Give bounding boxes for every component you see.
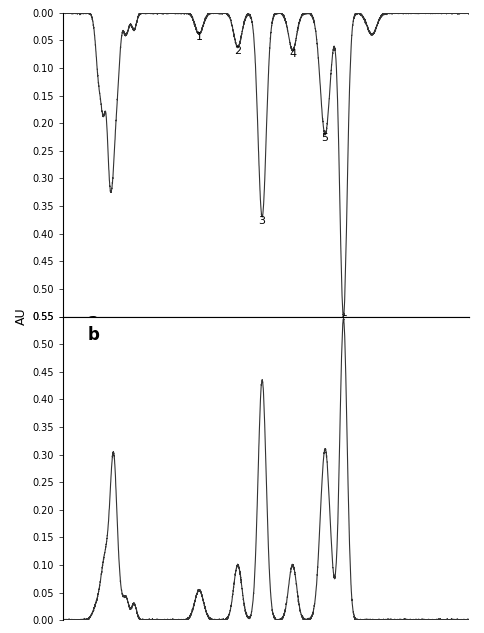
Text: a: a bbox=[87, 312, 98, 330]
Text: 5: 5 bbox=[322, 133, 329, 143]
Text: 4: 4 bbox=[289, 49, 296, 59]
Text: 2: 2 bbox=[234, 46, 242, 56]
Text: AU: AU bbox=[15, 308, 28, 325]
Text: 1: 1 bbox=[196, 32, 203, 42]
Text: b: b bbox=[87, 325, 99, 344]
Text: 3: 3 bbox=[258, 216, 266, 226]
Text: 6: 6 bbox=[340, 315, 347, 325]
